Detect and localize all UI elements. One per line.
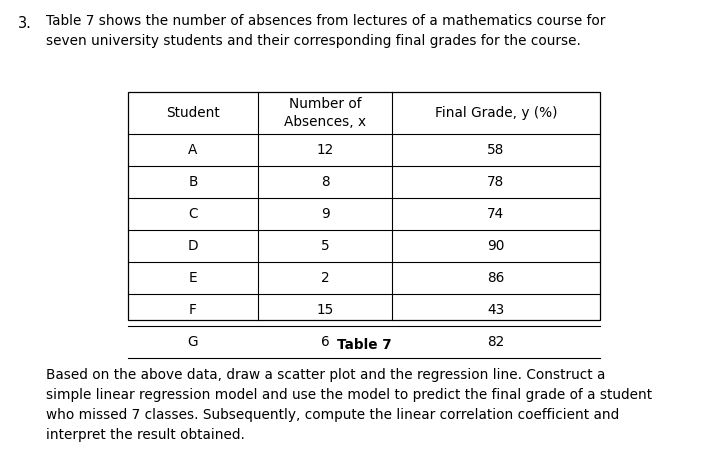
Text: Student: Student xyxy=(166,106,220,120)
Bar xyxy=(128,92,600,320)
Text: 86: 86 xyxy=(488,271,505,285)
Text: 3.: 3. xyxy=(18,16,32,31)
Text: 74: 74 xyxy=(488,207,505,221)
Text: D: D xyxy=(188,239,198,253)
Text: 78: 78 xyxy=(488,175,505,189)
Text: 5: 5 xyxy=(320,239,330,253)
Text: 6: 6 xyxy=(321,335,330,349)
Text: 58: 58 xyxy=(488,143,505,157)
Text: C: C xyxy=(188,207,198,221)
Text: F: F xyxy=(189,303,197,317)
Text: 9: 9 xyxy=(320,207,330,221)
Text: A: A xyxy=(188,143,197,157)
Text: E: E xyxy=(189,271,197,285)
Text: 8: 8 xyxy=(321,175,330,189)
Text: Number of
Absences, x: Number of Absences, x xyxy=(284,97,366,129)
Text: Final Grade, y (%): Final Grade, y (%) xyxy=(435,106,557,120)
Text: Table 7: Table 7 xyxy=(337,338,391,352)
Text: Based on the above data, draw a scatter plot and the regression line. Construct : Based on the above data, draw a scatter … xyxy=(46,368,652,442)
Text: 82: 82 xyxy=(488,335,505,349)
Text: 12: 12 xyxy=(316,143,334,157)
Text: 90: 90 xyxy=(488,239,505,253)
Text: 2: 2 xyxy=(321,271,330,285)
Text: 43: 43 xyxy=(488,303,505,317)
Text: Table 7 shows the number of absences from lectures of a mathematics course for
s: Table 7 shows the number of absences fro… xyxy=(46,14,606,48)
Text: G: G xyxy=(188,335,198,349)
Text: 15: 15 xyxy=(316,303,334,317)
Text: B: B xyxy=(188,175,197,189)
